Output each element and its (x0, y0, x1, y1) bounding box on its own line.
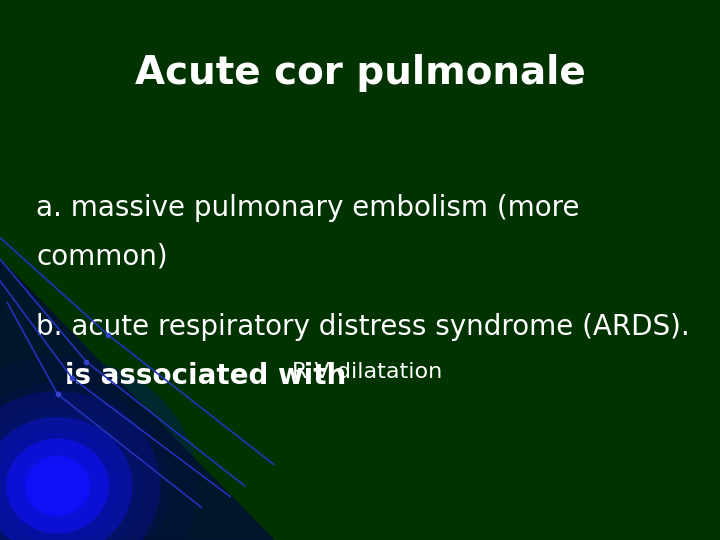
Text: common): common) (36, 243, 168, 271)
Ellipse shape (16, 447, 99, 525)
Ellipse shape (24, 456, 91, 516)
Text: is associated with: is associated with (36, 362, 356, 390)
Text: Acute cor pulmonale: Acute cor pulmonale (135, 54, 585, 92)
Ellipse shape (0, 417, 132, 540)
Ellipse shape (30, 460, 86, 512)
Ellipse shape (6, 438, 109, 534)
Ellipse shape (0, 382, 170, 540)
Ellipse shape (0, 356, 198, 540)
Polygon shape (0, 259, 274, 540)
Ellipse shape (0, 408, 142, 540)
Ellipse shape (0, 391, 161, 540)
Text: b. acute respiratory distress syndrome (ARDS).: b. acute respiratory distress syndrome (… (36, 313, 690, 341)
Text: R V dilatation: R V dilatation (292, 362, 442, 382)
Text: a. massive pulmonary embolism (more: a. massive pulmonary embolism (more (36, 194, 580, 222)
Ellipse shape (0, 430, 118, 540)
